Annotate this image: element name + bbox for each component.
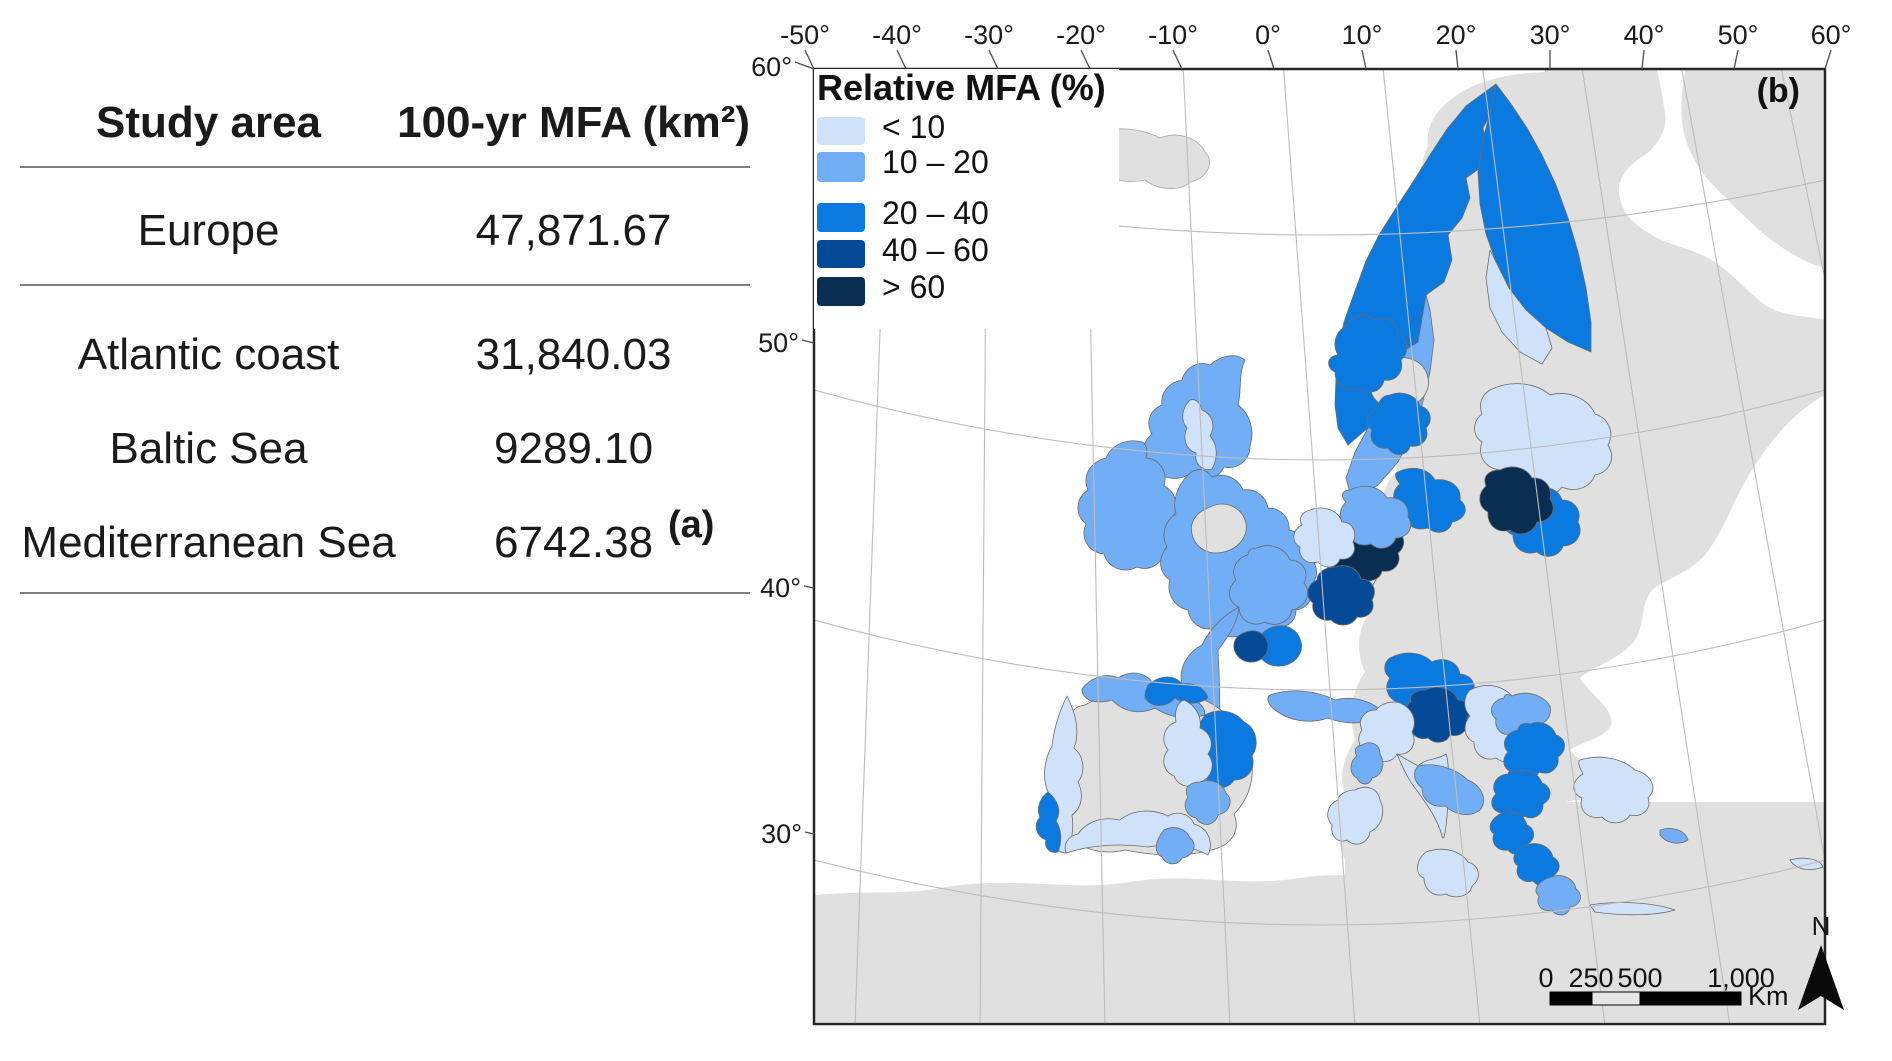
svg-text:20°: 20° xyxy=(1436,20,1477,50)
svg-text:-50°: -50° xyxy=(780,20,830,50)
svg-text:0: 0 xyxy=(1538,963,1553,993)
svg-text:-20°: -20° xyxy=(1056,20,1106,50)
svg-text:30°: 30° xyxy=(1530,20,1571,50)
svg-text:10 – 20: 10 – 20 xyxy=(882,144,989,180)
svg-text:60°: 60° xyxy=(1811,20,1852,50)
svg-text:40°: 40° xyxy=(1624,20,1665,50)
svg-text:N: N xyxy=(1812,911,1831,941)
svg-text:50°: 50° xyxy=(1718,20,1759,50)
svg-text:> 60: > 60 xyxy=(882,269,945,305)
svg-text:250: 250 xyxy=(1568,963,1613,993)
svg-text:60°: 60° xyxy=(751,52,792,82)
svg-text:0°: 0° xyxy=(1255,20,1281,50)
svg-text:-40°: -40° xyxy=(872,20,922,50)
svg-text:40°: 40° xyxy=(760,573,801,603)
svg-text:20 – 40: 20 – 40 xyxy=(882,195,989,231)
svg-text:< 10: < 10 xyxy=(882,109,945,145)
svg-text:-30°: -30° xyxy=(964,20,1014,50)
svg-text:40 – 60: 40 – 60 xyxy=(882,232,989,268)
svg-text:50°: 50° xyxy=(758,328,799,358)
svg-text:Km: Km xyxy=(1748,981,1789,1011)
svg-text:500: 500 xyxy=(1617,963,1662,993)
svg-text:10°: 10° xyxy=(1342,20,1383,50)
svg-text:30°: 30° xyxy=(761,819,802,849)
svg-text:(b): (b) xyxy=(1757,72,1800,110)
svg-text:Relative MFA (%): Relative MFA (%) xyxy=(817,67,1106,108)
svg-text:-10°: -10° xyxy=(1148,20,1198,50)
